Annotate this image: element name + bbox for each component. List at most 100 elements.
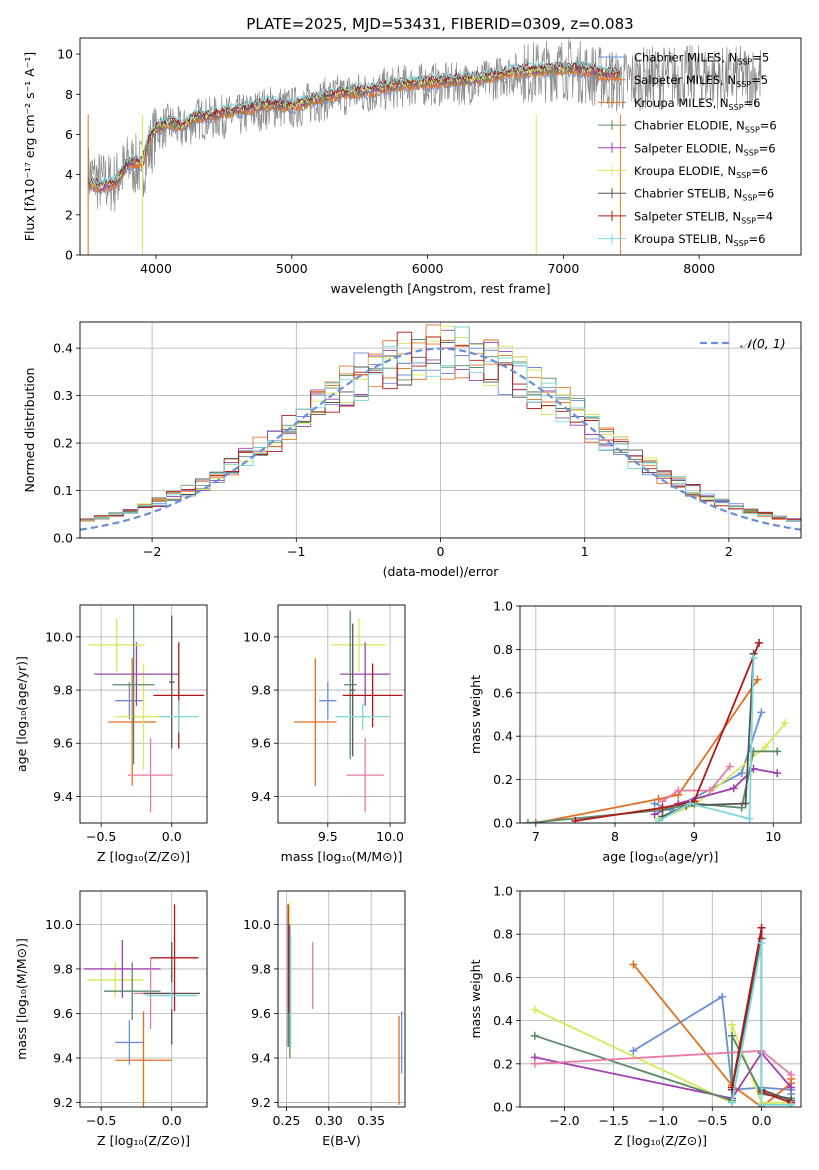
- model-fit: [87, 60, 621, 187]
- legend-label: Salpeter ELODIE, NSSP=6: [634, 141, 776, 157]
- weight-line: [535, 679, 759, 823]
- x-tick-label: −2.0: [549, 1113, 579, 1128]
- legend-subscript: SSP: [741, 216, 756, 225]
- legend-label: Chabrier MILES, NSSP=5: [634, 51, 769, 67]
- x-tick-label: 0.0: [162, 1113, 182, 1128]
- y-tick-label: 9.6: [251, 736, 271, 751]
- weight-marker: [629, 960, 638, 969]
- x-tick-label: 8: [611, 829, 619, 844]
- x-tick-label: −1.5: [598, 1113, 628, 1128]
- weight-marker: [523, 819, 532, 823]
- weight-line: [527, 750, 778, 823]
- x-tick-label: 1: [581, 544, 589, 559]
- x-axis-label: age [log₁₀(age/yr)]: [603, 849, 719, 864]
- weight-marker: [727, 1031, 736, 1040]
- y-tick-label: 0.2: [53, 436, 73, 451]
- y-tick-label: 0.2: [493, 1056, 513, 1071]
- y-tick-label: 9.4: [251, 1051, 271, 1066]
- y-tick-label: 0: [65, 248, 73, 263]
- y-tick-label: 0.6: [493, 685, 513, 700]
- x-tick-label: 9: [690, 829, 698, 844]
- plot-area: [520, 891, 801, 1107]
- y-axis-label: Flux [fλ10⁻¹⁷ erg cm⁻² s⁻¹ A⁻¹]: [22, 52, 37, 241]
- legend-label: Chabrier STELIB, NSSP=6: [634, 187, 774, 203]
- legend-count: =6: [749, 232, 766, 246]
- weight-marker: [530, 1005, 539, 1014]
- y-tick-label: 0.8: [493, 642, 513, 657]
- x-tick-label: 7: [532, 829, 540, 844]
- x-tick-label: 7000: [547, 261, 579, 276]
- y-tick-label: 9.8: [251, 683, 271, 698]
- weight-marker: [718, 992, 727, 1001]
- legend-label: Kroupa ELODIE, NSSP=6: [634, 164, 768, 180]
- y-tick-label: 10.0: [45, 917, 73, 932]
- y-tick-label: 1.0: [493, 884, 513, 899]
- axes-frame: [519, 890, 802, 1108]
- panel-residuals: −2 −1 0 1 2 0.0 0.1 0.2 0.3 0.4 (data-model)/error…: [22, 321, 802, 579]
- weight-marker: [787, 1083, 796, 1092]
- weight-marker: [755, 638, 764, 647]
- axes-frame: [519, 605, 802, 824]
- legend-subscript: SSP: [744, 148, 759, 157]
- panel-mass_vs_Z: −0.5 0.0 9.2 9.4 9.6 9.8 10.0 Z [log₁₀(Z/Z⊙)] ma…: [14, 890, 208, 1148]
- plot-area: [80, 891, 207, 1107]
- weight-marker: [741, 799, 750, 808]
- y-tick-label: 9.8: [53, 683, 73, 698]
- legend-subscript: SSP: [745, 126, 760, 135]
- x-tick-label: −2: [143, 544, 161, 559]
- legend-count: =5: [751, 73, 768, 87]
- y-tick-label: 9.2: [53, 1095, 73, 1110]
- weight-marker: [745, 814, 754, 823]
- y-tick-label: 0.8: [493, 927, 513, 942]
- y-axis-label: age [log₁₀(age/yr)]: [14, 656, 29, 772]
- weight-marker: [705, 786, 714, 795]
- plot-area: [278, 891, 405, 1107]
- weight-marker: [753, 675, 762, 684]
- y-tick-label: 0.1: [53, 483, 73, 498]
- legend-label: Salpeter STELIB, NSSP=4: [634, 209, 773, 225]
- x-tick-label: 5000: [276, 261, 308, 276]
- x-tick-label: 0.0: [752, 1113, 772, 1128]
- model-fit: [87, 59, 621, 185]
- histogram-step: [80, 326, 801, 522]
- weight-marker: [530, 1059, 539, 1068]
- axes-frame: [79, 890, 208, 1108]
- weight-line: [662, 653, 755, 818]
- weight-marker: [787, 1070, 796, 1079]
- weight-marker: [781, 719, 790, 728]
- x-tick-label: −0.5: [697, 1113, 727, 1128]
- y-tick-label: 9.6: [53, 736, 73, 751]
- panel-age_vs_mass: 9.5 10.0 9.4 9.6 9.8 10.0 mass [log₁₀(M/M⊙)]: [243, 604, 406, 864]
- weight-marker: [737, 769, 746, 778]
- axes-frame: [277, 604, 406, 824]
- weight-line: [731, 942, 792, 1106]
- x-axis-label: Z [log₁₀(Z/Z⊙)]: [97, 1133, 190, 1148]
- x-tick-label: 10: [765, 829, 781, 844]
- legend-label: Salpeter MILES, NSSP=5: [634, 73, 768, 89]
- plot-area: [520, 606, 801, 823]
- legend: 𝒩(0, 1): [700, 336, 786, 351]
- legend-subscript: SSP: [734, 239, 749, 248]
- x-axis-label: mass [log₁₀(M/M⊙)]: [281, 849, 403, 864]
- y-tick-label: 9.8: [251, 961, 271, 976]
- legend-count: =6: [759, 141, 776, 155]
- axes-frame: [277, 890, 406, 1108]
- weight-marker: [773, 769, 782, 778]
- weight-marker: [530, 1031, 539, 1040]
- x-tick-label: 9.5: [318, 829, 338, 844]
- x-axis-label: E(B-V): [322, 1133, 361, 1148]
- x-tick-label: −0.5: [86, 1113, 116, 1128]
- weight-line: [661, 766, 731, 803]
- histogram-step: [80, 326, 801, 521]
- y-tick-label: 0.0: [493, 1100, 513, 1115]
- y-tick-label: 4: [65, 167, 73, 182]
- plot-area: [278, 605, 405, 823]
- panel-age_vs_Z: −0.5 0.0 9.4 9.6 9.8 10.0 Z [log₁₀(Z/Z⊙)] age […: [14, 604, 208, 864]
- weight-marker: [729, 784, 738, 793]
- x-axis-label: Z [log₁₀(Z/Z⊙)]: [97, 849, 190, 864]
- y-tick-label: 10.0: [243, 629, 271, 644]
- y-tick-label: 0.4: [493, 1013, 513, 1028]
- panel-mass_vs_ebv: 0.25 0.30 0.35 9.2 9.4 9.6 9.8 10.0 E(B-V): [243, 890, 406, 1148]
- x-tick-label: 10.0: [376, 829, 404, 844]
- legend-subscript: SSP: [737, 58, 752, 67]
